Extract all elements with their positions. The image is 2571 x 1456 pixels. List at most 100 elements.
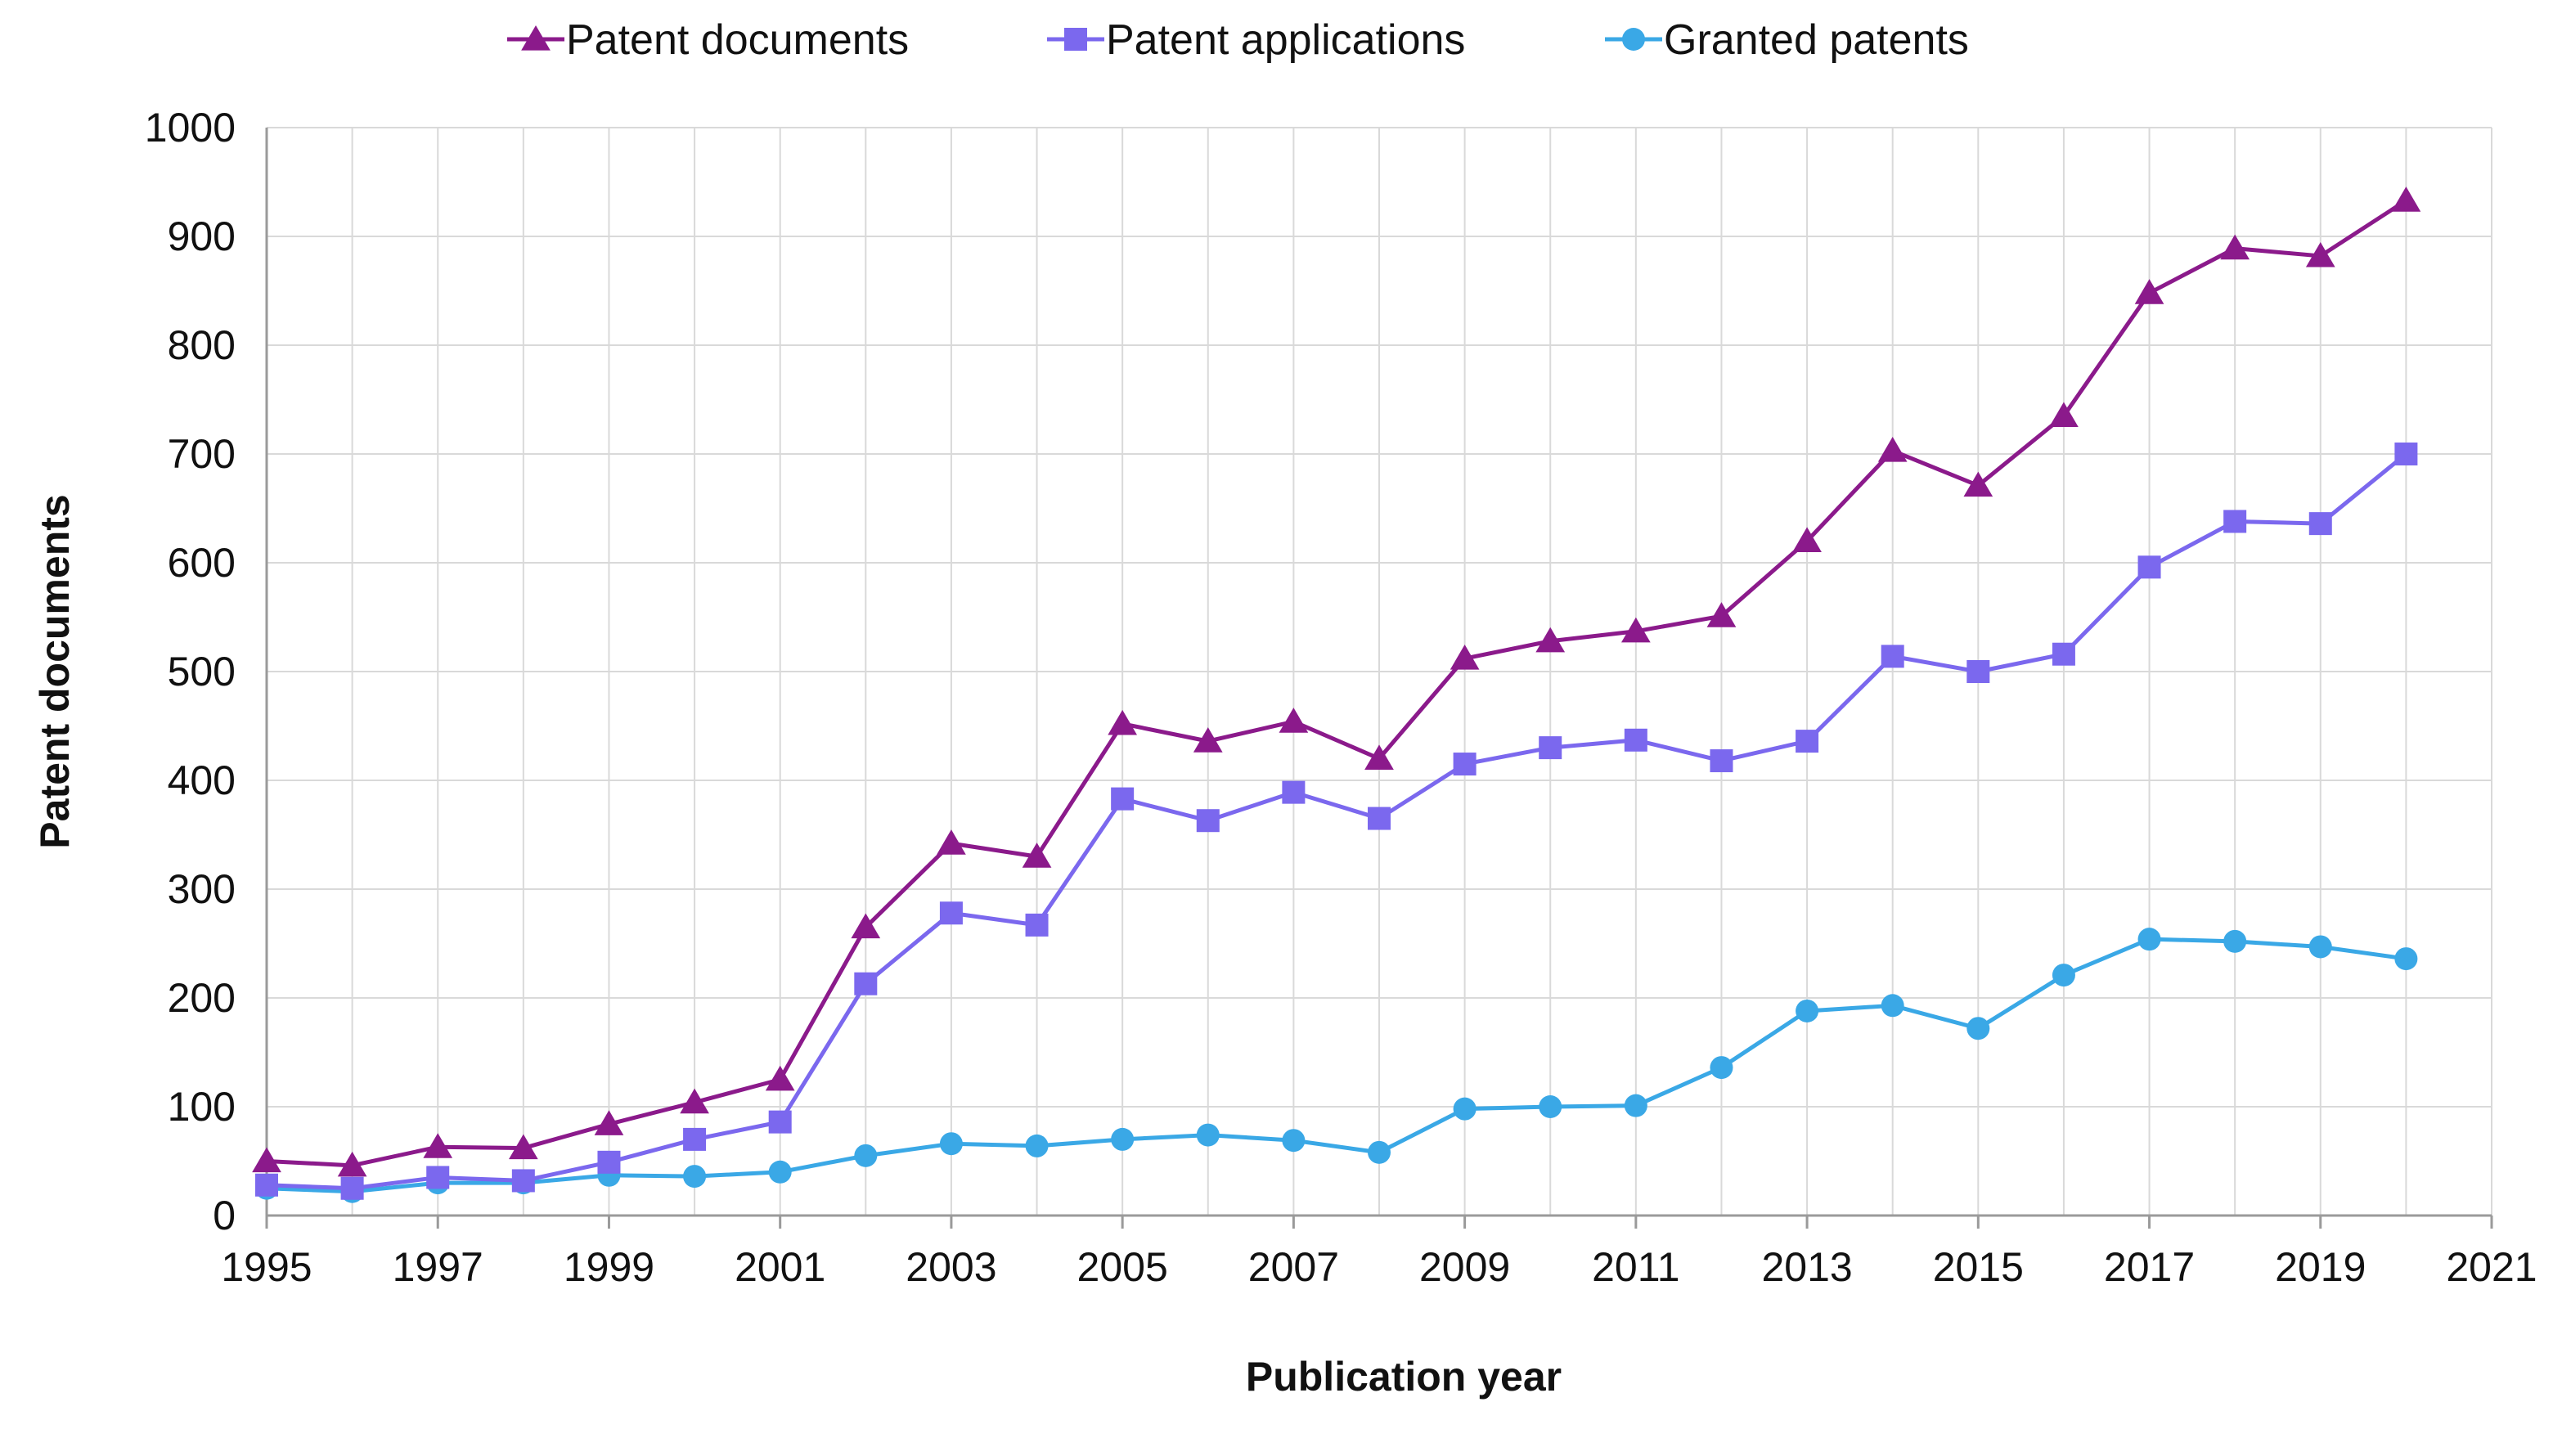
- x-tick-label: 2015: [1933, 1244, 2024, 1290]
- data-point: [1025, 1134, 1049, 1157]
- y-tick-label: 500: [168, 649, 236, 694]
- legend-marker: [521, 25, 551, 51]
- data-point: [1539, 736, 1562, 760]
- data-point: [683, 1165, 707, 1189]
- y-tick-label: 400: [168, 757, 236, 803]
- data-point: [1196, 809, 1220, 833]
- series-granted-patents: [255, 928, 2418, 1203]
- data-point: [768, 1110, 792, 1134]
- data-point: [1111, 1127, 1135, 1151]
- x-tick-label: 2013: [1761, 1244, 1852, 1290]
- data-point: [1196, 1123, 1220, 1147]
- data-point: [854, 972, 878, 995]
- legend-label: Patent documents: [566, 16, 909, 64]
- data-point: [1193, 727, 1223, 753]
- data-point: [1108, 709, 1138, 735]
- y-tick-label: 0: [213, 1193, 236, 1238]
- series-patent-applications: [255, 443, 2418, 1200]
- y-tick-label: 600: [168, 540, 236, 586]
- data-point: [1881, 645, 1904, 668]
- data-point: [1282, 1129, 1306, 1153]
- x-tick-label: 2019: [2275, 1244, 2366, 1290]
- data-point: [2305, 241, 2335, 267]
- x-tick-label: 1997: [393, 1244, 483, 1290]
- x-axis-title: Publication year: [1246, 1354, 1562, 1400]
- y-tick-label: 1000: [145, 105, 236, 151]
- data-point: [1624, 728, 1647, 752]
- data-point: [1620, 617, 1651, 643]
- legend-marker: [1064, 28, 1087, 51]
- data-point: [937, 829, 966, 855]
- y-tick-label: 300: [168, 866, 236, 912]
- data-point: [2052, 964, 2075, 987]
- data-point: [765, 1065, 795, 1091]
- data-point: [340, 1176, 364, 1200]
- data-point: [2391, 186, 2421, 212]
- data-point: [2394, 947, 2418, 971]
- y-tick-label: 900: [168, 213, 236, 259]
- legend-item-granted-patents: Granted patents: [1605, 16, 1969, 64]
- legend-label: Granted patents: [1664, 16, 1969, 64]
- y-tick-label: 800: [168, 322, 236, 368]
- data-point: [939, 1132, 963, 1156]
- data-point: [1450, 645, 1480, 670]
- data-point: [680, 1088, 709, 1114]
- data-point: [337, 1151, 367, 1177]
- legend: Patent documents Patent applications Grant…: [507, 16, 1969, 64]
- x-tick-label: 2011: [1592, 1244, 1680, 1290]
- data-point: [939, 901, 963, 925]
- data-point: [1364, 744, 1394, 770]
- legend-marker: [1622, 28, 1645, 51]
- x-tick-label: 1995: [221, 1244, 312, 1290]
- data-point: [1368, 1140, 1391, 1164]
- data-point: [511, 1169, 535, 1193]
- data-point: [255, 1173, 278, 1197]
- data-point: [597, 1150, 621, 1174]
- data-point: [2052, 642, 2075, 666]
- x-tick-label: 2001: [735, 1244, 825, 1290]
- data-point: [423, 1133, 453, 1158]
- data-point: [1624, 1094, 1647, 1117]
- x-tick-label: 2017: [2104, 1244, 2195, 1290]
- data-point: [1966, 660, 1990, 683]
- legend-item-patent-documents: Patent documents: [507, 16, 909, 64]
- data-point: [1877, 437, 1908, 462]
- y-tick-label: 700: [168, 431, 236, 477]
- data-point: [1025, 913, 1049, 937]
- series-group: [252, 186, 2421, 1203]
- data-point: [1966, 1017, 1990, 1040]
- data-point: [1279, 708, 1309, 733]
- data-point: [683, 1127, 707, 1151]
- data-point: [2220, 234, 2250, 260]
- series-line: [266, 452, 2407, 1191]
- data-point: [2134, 279, 2164, 304]
- data-point: [851, 913, 881, 939]
- data-point: [2223, 510, 2247, 533]
- data-point: [2394, 443, 2418, 465]
- x-tick-label: 2009: [1419, 1244, 1510, 1290]
- data-point: [508, 1134, 538, 1160]
- axes: 0 100 200 300 400 500 600 700 800 900 1000 1995 1997…: [145, 105, 2537, 1290]
- x-tick-label: 2005: [1077, 1244, 1168, 1290]
- data-point: [768, 1160, 792, 1184]
- data-point: [594, 1110, 624, 1135]
- data-point: [2308, 512, 2332, 536]
- data-point: [1796, 999, 1819, 1022]
- data-point: [252, 1147, 281, 1173]
- legend-item-patent-applications: Patent applications: [1047, 16, 1465, 64]
- series-line: [266, 199, 2407, 1168]
- data-point: [1710, 749, 1733, 773]
- data-point: [1792, 527, 1822, 552]
- x-tick-label: 2003: [906, 1244, 996, 1290]
- data-point: [1535, 627, 1566, 653]
- y-tick-label: 200: [168, 975, 236, 1021]
- y-axis-title: Patent documents: [32, 494, 78, 848]
- series-patent-documents: [252, 186, 2421, 1177]
- data-point: [1710, 1056, 1733, 1080]
- data-point: [1796, 730, 1819, 753]
- legend-label: Patent applications: [1106, 16, 1465, 64]
- data-point: [1881, 994, 1904, 1018]
- data-point: [2308, 935, 2332, 959]
- data-point: [2137, 555, 2161, 579]
